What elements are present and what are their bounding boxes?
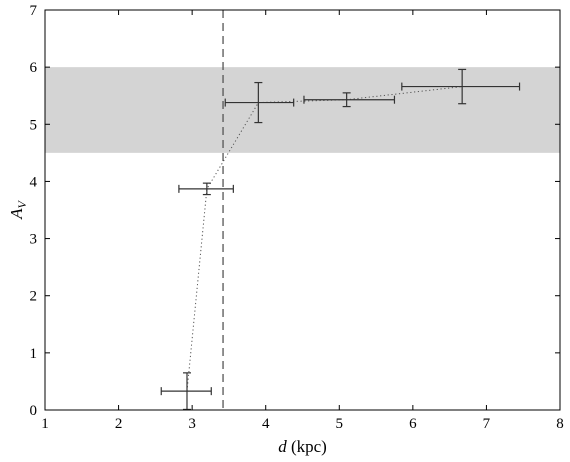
- y-tick-label: 5: [30, 117, 38, 133]
- x-tick-label: 8: [556, 416, 564, 432]
- x-tick-label: 6: [409, 416, 417, 432]
- plot-frame: [44, 9, 561, 411]
- data-point-1: [160, 372, 212, 411]
- x-tick-label: 1: [41, 416, 49, 432]
- shaded-band-layer: [45, 67, 560, 153]
- y-tick-label: 0: [30, 403, 38, 419]
- x-tick-label: 3: [188, 416, 196, 432]
- data-points-layer: [160, 68, 521, 411]
- data-point-3: [224, 81, 295, 124]
- y-tick-label: 4: [30, 174, 38, 190]
- data-point-2: [178, 182, 234, 196]
- x-tick-label: 2: [115, 416, 123, 432]
- x-tick-label: 4: [262, 416, 270, 432]
- y-axis-label-subscript: V: [15, 199, 29, 208]
- x-axis-label: d (kpc): [278, 437, 327, 456]
- x-axis-label-unit: (kpc): [287, 437, 327, 456]
- y-tick-label: 6: [30, 60, 38, 76]
- data-point-5: [401, 68, 521, 105]
- y-tick-label: 3: [30, 232, 38, 248]
- y-tick-label: 1: [30, 346, 38, 362]
- y-tick-label: 2: [30, 289, 38, 305]
- y-tick-label: 7: [30, 3, 38, 19]
- data-point-4: [303, 92, 396, 108]
- y-axis-label-variable: A: [7, 208, 26, 220]
- y-axis-label: AV: [7, 199, 29, 219]
- shaded-band: [45, 67, 560, 153]
- x-axis-label-variable: d: [278, 437, 287, 456]
- x-tick-label: 5: [336, 416, 344, 432]
- x-tick-label: 7: [483, 416, 491, 432]
